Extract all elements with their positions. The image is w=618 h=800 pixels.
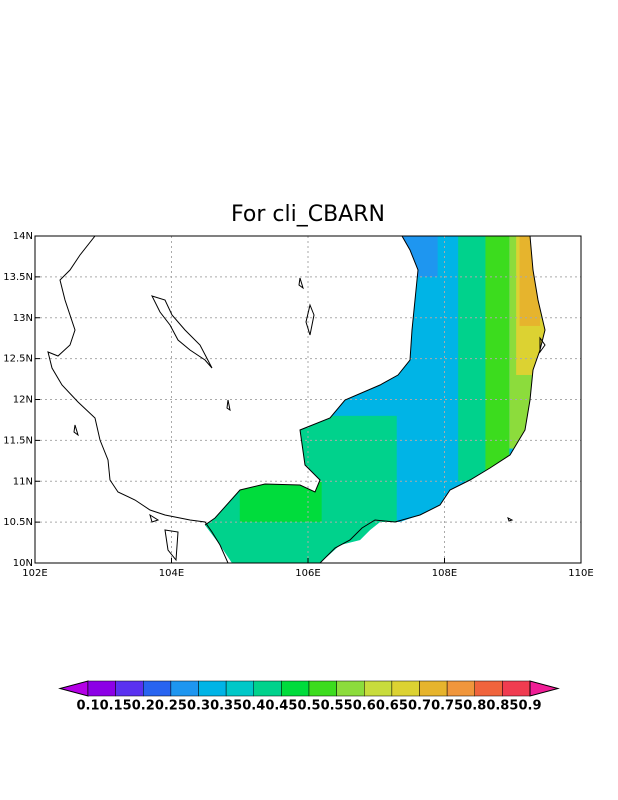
colorbar-box — [336, 680, 365, 697]
y-tick-label: 10.5N — [3, 517, 33, 528]
colorbar-label: 0.5 — [297, 699, 320, 714]
x-tick-label: 108E — [432, 568, 457, 579]
colorbar-label: 0.25 — [155, 699, 187, 714]
colorbar-label: 0.45 — [265, 699, 297, 714]
field-cell — [396, 236, 438, 277]
colorbar-box — [364, 680, 393, 697]
colorbar-label: 0.65 — [376, 699, 408, 714]
y-tick-label: 12.5N — [3, 354, 33, 365]
colorbar-arrow — [58, 680, 89, 697]
coastline — [204, 236, 419, 526]
colorbar-box — [502, 680, 531, 697]
y-tick-label: 12N — [13, 395, 33, 406]
y-tick-label: 10N — [13, 558, 33, 569]
colorbar-label: 0.3 — [187, 699, 210, 714]
colorbar-label: 0.75 — [431, 699, 463, 714]
colorbar-label: 0.7 — [408, 699, 431, 714]
colorbar-box — [143, 680, 172, 697]
colorbar-box — [446, 680, 475, 697]
grid — [35, 236, 581, 563]
colorbar-box — [225, 680, 254, 697]
coastline — [47, 236, 229, 563]
colorbar-label: 0.8 — [463, 699, 486, 714]
colorbar-label: 0.6 — [353, 699, 376, 714]
coastline — [319, 236, 546, 563]
y-tick-label: 11.5N — [3, 435, 33, 446]
colorbar-box — [170, 680, 199, 697]
colorbar-label: 0.4 — [242, 699, 265, 714]
x-tick-label: 106E — [295, 568, 320, 579]
colorbar-box — [87, 680, 116, 697]
colorbar-box — [281, 680, 310, 697]
colorbar-box — [419, 680, 448, 697]
x-tick-label: 104E — [159, 568, 184, 579]
colorbar-box — [253, 680, 282, 697]
colorbar-box — [308, 680, 337, 697]
colorbar-label: 0.55 — [321, 699, 353, 714]
y-tick-label: 11N — [13, 476, 33, 487]
colorbar: 0.1 0.15 0.2 0.25 0.3 0.35 0.4 0.45 0.5 0.55 0.6 0.… — [58, 680, 560, 714]
colorbar-label: 0.35 — [210, 699, 242, 714]
y-tick-label: 13.5N — [3, 272, 33, 283]
colorbar-label: 0.1 — [76, 699, 99, 714]
colorbar-label: 0.15 — [100, 699, 132, 714]
field-cell — [485, 236, 510, 482]
colorbar-box — [198, 680, 227, 697]
x-tick-label: 102E — [22, 568, 47, 579]
coastlines — [47, 236, 546, 563]
colorbar-box — [474, 680, 503, 697]
field-cell — [519, 236, 541, 326]
y-tick-label: 14N — [13, 231, 33, 242]
axes: 102E 104E 106E 108E 110E 10N 10.5N 11N 11.5N 12N 1… — [3, 231, 593, 579]
island — [73, 277, 546, 562]
colorbar-label: 0.9 — [518, 699, 541, 714]
colorbar-label: 0.2 — [132, 699, 155, 714]
colorbar-box — [115, 680, 144, 697]
colorbar-arrow — [529, 680, 560, 697]
colorbar-box — [391, 680, 420, 697]
colorbar-label: 0.85 — [486, 699, 518, 714]
y-tick-label: 13N — [13, 313, 33, 324]
lake — [151, 295, 213, 369]
map-title: For cli_CBARN — [231, 202, 385, 227]
x-tick-label: 110E — [568, 568, 593, 579]
